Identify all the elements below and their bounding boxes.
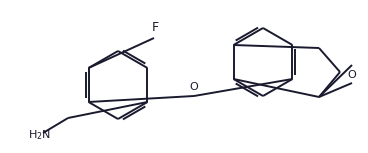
Text: F: F (152, 21, 159, 34)
Text: O: O (347, 70, 356, 80)
Text: O: O (190, 82, 198, 92)
Text: H$_2$N: H$_2$N (28, 128, 51, 142)
